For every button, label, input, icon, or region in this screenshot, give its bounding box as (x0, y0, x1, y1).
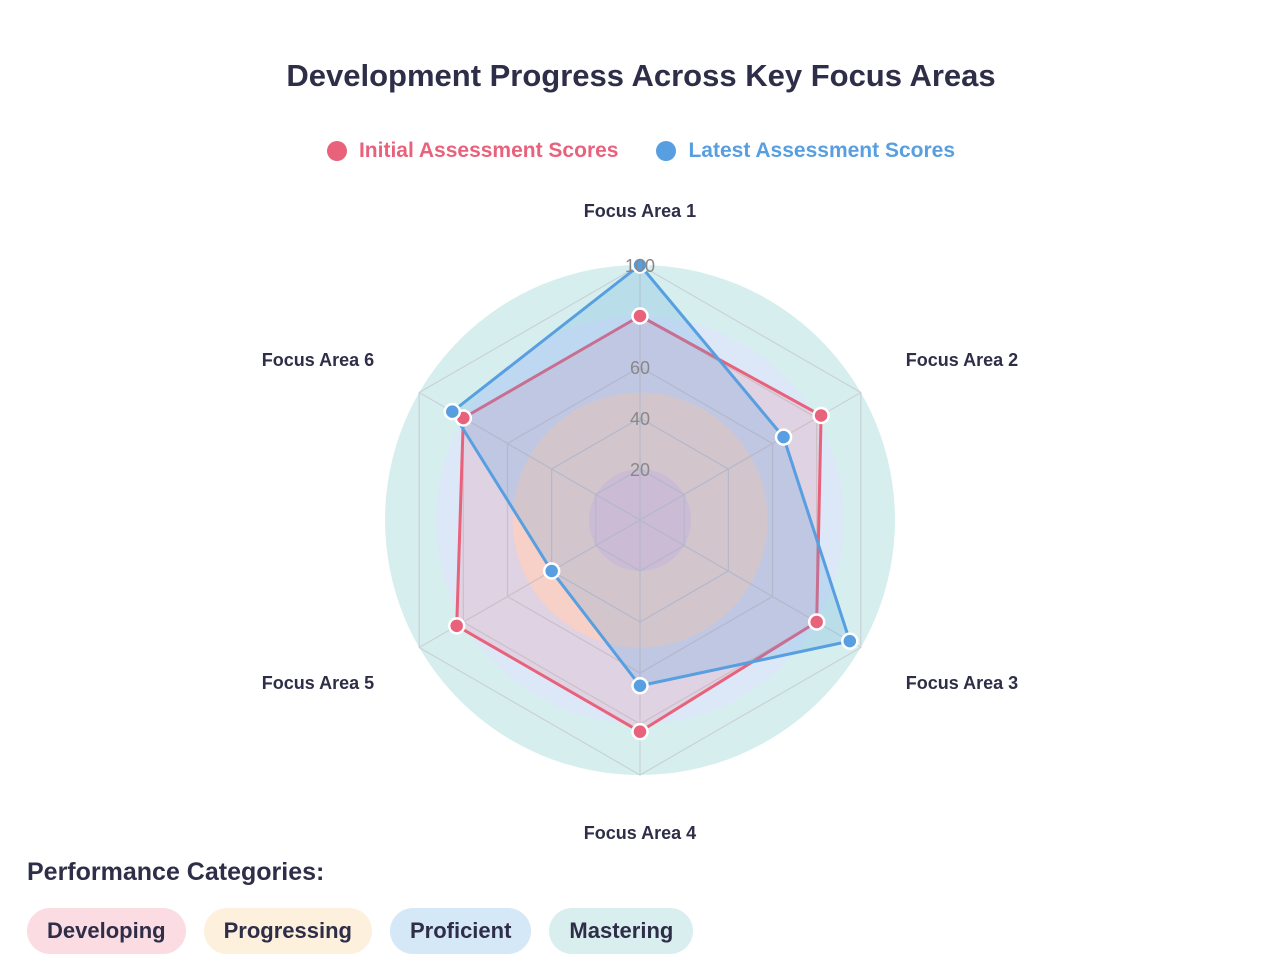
categories-heading: Performance Categories: (27, 858, 325, 886)
tick-labels: 20 40 60 100 (625, 256, 655, 480)
legend-dot-initial (326, 141, 347, 161)
point-initial-area-3[interactable] (807, 613, 826, 631)
series-layer (443, 256, 859, 741)
legend-label-initial: Initial Assessment Scores (358, 139, 619, 162)
axis-label-focus-area-1: Focus Area 1 (584, 201, 696, 221)
point-latest-area-2[interactable] (774, 428, 793, 446)
axis-label-focus-area-2: Focus Area 2 (906, 350, 1018, 370)
tick-label-40: 40 (630, 409, 650, 429)
tick-label-20: 20 (630, 460, 650, 480)
point-initial-area-1[interactable] (631, 307, 649, 325)
badge-progressing: Progressing (203, 908, 372, 954)
legend-item-latest[interactable]: Latest Assessment Scores (656, 139, 955, 163)
point-initial-area-2[interactable] (812, 406, 830, 425)
tick-label-100: 100 (625, 256, 655, 276)
badge-developing: Developing (27, 908, 186, 954)
point-latest-area-6[interactable] (443, 402, 462, 421)
axis-label-focus-area-6: Focus Area 6 (262, 350, 374, 370)
badge-proficient: Proficient (389, 908, 532, 954)
axis-labels: Focus Area 1 Focus Area 2 Focus Area 3 Focu… (262, 201, 1018, 843)
category-badges: Developing Progressing Proficient Master… (27, 908, 694, 954)
axis-label-focus-area-5: Focus Area 5 (262, 673, 374, 693)
point-latest-area-4[interactable] (631, 677, 649, 695)
badge-mastering: Mastering (549, 908, 694, 954)
chart-legend: Initial Assessment Scores Latest Assessm… (0, 139, 1282, 163)
point-initial-area-5[interactable] (447, 617, 466, 635)
chart-title: Development Progress Across Key Focus Ar… (286, 58, 996, 93)
axis-label-focus-area-4: Focus Area 4 (584, 823, 696, 843)
point-latest-area-3[interactable] (841, 632, 859, 650)
point-latest-area-5[interactable] (542, 562, 561, 580)
point-latest-area-1[interactable] (631, 256, 649, 274)
legend-dot-latest (656, 141, 677, 161)
point-initial-area-4[interactable] (631, 722, 649, 741)
legend-label-latest: Latest Assessment Scores (688, 139, 956, 162)
tick-label-60: 60 (630, 358, 650, 378)
axis-label-focus-area-3: Focus Area 3 (906, 673, 1018, 693)
legend-item-initial[interactable]: Initial Assessment Scores (326, 139, 619, 163)
